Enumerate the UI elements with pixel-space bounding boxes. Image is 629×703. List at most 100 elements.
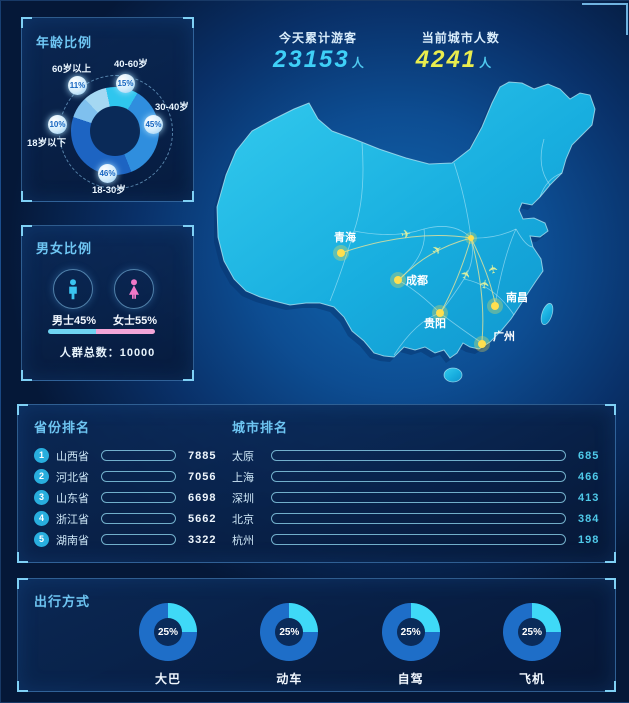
stat-unit: 人 (479, 56, 492, 70)
age-donut (71, 87, 159, 175)
city-value: 685 (578, 449, 600, 462)
city-name: 杭州 (232, 534, 254, 547)
city-markers (333, 232, 503, 352)
map-hainan (443, 367, 463, 383)
population-total: 人群总数：10000 (59, 347, 156, 359)
age-segment-label: 30-40岁 (155, 102, 189, 113)
city-value: 198 (578, 533, 600, 546)
province-rank-list: 1 山西省 7885 2 河北省 7056 3 山东省 6698 4 浙江省 (34, 445, 216, 550)
city-label: 南昌 (506, 290, 528, 304)
city-bar-track (271, 513, 566, 524)
age-bubble: 45% (144, 115, 163, 134)
city-name: 太原 (232, 450, 254, 463)
travel-donut: 25% (381, 603, 440, 661)
travel-item-plane: 25% 飞机 (497, 603, 567, 687)
plane-icon: ✈ (485, 263, 501, 275)
city-label: 成都 (406, 273, 428, 287)
ranking-panel: 省份排名 城市排名 1 山西省 7885 2 河北省 7056 3 山东省 66… (17, 404, 616, 563)
china-map-svg: ✈ ✈ ✈ ✈ ✈ 青海 成都 南昌 贵阳 广州 (213, 81, 596, 383)
map-taiwan (540, 303, 554, 325)
age-bubble: 46% (98, 164, 117, 183)
travel-donut: 25% (139, 603, 197, 661)
male-circle (53, 269, 93, 309)
travel-item-selfdrive: 25% 自驾 (376, 603, 446, 687)
city-label: 青海 (334, 230, 356, 244)
plane-icon: ✈ (477, 278, 493, 290)
map-mainland (216, 81, 596, 359)
rank-badge: 2 (34, 469, 49, 484)
city-label: 贵阳 (424, 316, 446, 330)
rank-badge: 1 (34, 448, 49, 463)
travel-item-train: 25% 动车 (254, 603, 324, 687)
china-map: ✈ ✈ ✈ ✈ ✈ 青海 成都 南昌 贵阳 广州 (213, 79, 622, 401)
age-panel-title: 年龄比例 (36, 35, 93, 50)
stat-today-visitors: 今天累计游客 23153 人 (273, 29, 364, 74)
age-segment-label: 18岁以下 (27, 138, 67, 149)
age-segment-label: 40-60岁 (114, 59, 148, 70)
province-value: 5662 (188, 512, 217, 525)
male-icon (69, 279, 77, 300)
male-label: 男士45% (52, 315, 97, 327)
city-row: 深圳 413 (232, 487, 599, 508)
travel-items: 25% 大巴 25% 动车 25% 自驾 25% 飞机 (133, 603, 567, 687)
age-segment-label: 60岁以上 (52, 64, 92, 75)
province-row: 4 浙江省 5662 (34, 508, 216, 529)
stat-label: 今天累计游客 (279, 31, 358, 45)
province-row: 1 山西省 7885 (34, 445, 216, 466)
province-row: 2 河北省 7056 (34, 466, 216, 487)
travel-pct: 25% (279, 626, 300, 638)
city-bar-track (271, 492, 566, 503)
stat-value: 4241 人 (415, 46, 492, 73)
age-bubble: 11% (68, 76, 87, 95)
female-label: 女士55% (113, 315, 158, 327)
province-bar-track (101, 534, 176, 545)
city-labels: 青海 成都 南昌 贵阳 广州 (334, 230, 528, 343)
gender-bar-female (96, 329, 155, 334)
city-row: 北京 384 (232, 508, 599, 529)
province-bar-track (101, 471, 176, 482)
province-value: 7056 (188, 470, 217, 483)
province-name: 河北省 (56, 471, 89, 484)
province-name: 湖南省 (56, 534, 89, 547)
travel-pct: 25% (400, 626, 421, 638)
city-label: 广州 (493, 329, 515, 343)
travel-item-bus: 25% 大巴 (133, 603, 203, 687)
travel-pct: 25% (521, 626, 542, 638)
age-ratio-panel: 年龄比例 11% 15% 45% 46% 10% 60岁以上 40-60岁 30… (21, 17, 194, 202)
rank-badge: 4 (34, 511, 49, 526)
province-rank-title: 省份排名 (34, 420, 91, 435)
travel-panel-title: 出行方式 (34, 594, 91, 609)
stat-unit: 人 (351, 56, 364, 70)
age-segment-label: 18-30岁 (92, 185, 126, 196)
city-name: 北京 (232, 513, 254, 526)
travel-mode-panel: 出行方式 25% 大巴 25% 动车 25% 自驾 25% 飞机 (17, 578, 616, 692)
travel-label: 飞机 (518, 672, 545, 686)
province-value: 3322 (188, 533, 217, 546)
rank-badge: 3 (34, 490, 49, 505)
city-row: 杭州 198 (232, 529, 599, 550)
city-rank-title: 城市排名 (232, 420, 289, 435)
female-icon (129, 279, 139, 299)
city-bar-track (271, 534, 566, 545)
stat-current-city: 当前城市人数 4241 人 (416, 29, 500, 74)
travel-label: 大巴 (154, 672, 181, 686)
travel-pct: 25% (157, 626, 178, 638)
age-bubble: 10% (48, 115, 67, 134)
province-row: 3 山东省 6698 (34, 487, 216, 508)
city-row: 太原 685 (232, 445, 599, 466)
city-name: 上海 (232, 471, 254, 484)
province-row: 5 湖南省 3322 (34, 529, 216, 550)
travel-donut: 25% (502, 603, 561, 661)
city-value: 413 (578, 491, 600, 504)
travel-label: 自驾 (397, 672, 424, 686)
top-stats: 今天累计游客 23153 人 当前城市人数 4241 人 (273, 29, 500, 74)
frame-corner-accent (582, 3, 628, 35)
stat-value: 23153 人 (273, 46, 364, 73)
city-rank-list: 太原 685 上海 466 深圳 413 北京 384 杭州 (232, 445, 599, 550)
city-name: 深圳 (232, 492, 254, 505)
female-circle (114, 269, 154, 309)
province-value: 7885 (188, 449, 217, 462)
age-bubble: 15% (116, 74, 135, 93)
gender-bar-male (48, 329, 97, 334)
